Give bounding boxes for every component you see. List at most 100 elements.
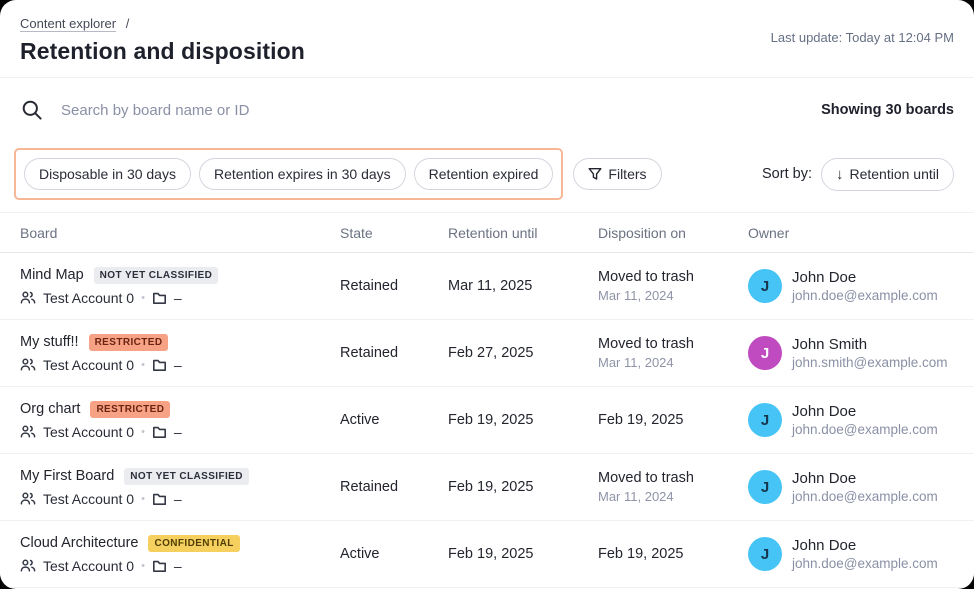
- filter-chip-retention-expired[interactable]: Retention expired: [413, 158, 554, 190]
- filter-row: Disposable in 30 days Retention expires …: [0, 142, 974, 212]
- owner-cell: J John Doe john.doe@example.com: [748, 269, 954, 303]
- breadcrumb-separator: /: [125, 16, 130, 31]
- sort-direction-down-icon: ↓: [835, 165, 844, 183]
- filter-chip-retention-expires-30-days[interactable]: Retention expires in 30 days: [198, 158, 406, 190]
- classification-badge: RESTRICTED: [90, 400, 171, 418]
- filter-chip-disposable-30-days[interactable]: Disposable in 30 days: [24, 158, 191, 190]
- project-value: –: [173, 289, 182, 306]
- owner-name: John Doe: [792, 269, 857, 286]
- team-icon: [20, 491, 36, 506]
- disposition-cell: Moved to trash Mar 11, 2024: [598, 269, 748, 303]
- disposition-cell: Feb 19, 2025: [598, 412, 748, 428]
- avatar: J: [748, 470, 782, 504]
- owner-email: john.doe@example.com: [792, 556, 938, 571]
- folder-icon: [152, 291, 167, 305]
- table-row[interactable]: Org chart RESTRICTED Test Account 0 • – …: [0, 387, 974, 454]
- sort-selector[interactable]: ↓ Retention until: [820, 157, 954, 191]
- classification-badge: CONFIDENTIAL: [148, 534, 240, 552]
- table-row[interactable]: Cloud Architecture CONFIDENTIAL Test Acc…: [0, 521, 974, 588]
- retention-until-cell: Feb 19, 2025: [448, 412, 534, 428]
- avatar: J: [748, 269, 782, 303]
- disposition-date: Mar 11, 2024: [598, 355, 674, 370]
- board-name: My stuff!!: [20, 334, 79, 350]
- team-name: Test Account 0: [43, 423, 135, 440]
- column-header-state: State: [340, 224, 373, 241]
- last-update-text: Last update: Today at 12:04 PM: [770, 30, 954, 45]
- state-cell: Active: [340, 546, 380, 562]
- results-summary: Showing 30 boards: [821, 102, 954, 118]
- retention-until-cell: Feb 27, 2025: [448, 345, 534, 361]
- owner-name: John Smith: [792, 336, 868, 353]
- disposition-status: Feb 19, 2025: [598, 546, 684, 562]
- board-cell: Cloud Architecture CONFIDENTIAL Test Acc…: [20, 534, 340, 574]
- owner-cell: J John Doe john.doe@example.com: [748, 470, 954, 504]
- retention-until-cell: Feb 19, 2025: [448, 546, 534, 562]
- avatar: J: [748, 403, 782, 437]
- board-cell: Org chart RESTRICTED Test Account 0 • –: [20, 400, 340, 440]
- retention-until-cell: Feb 19, 2025: [448, 479, 534, 495]
- disposition-date: Mar 11, 2024: [598, 288, 674, 303]
- project-value: –: [173, 557, 182, 574]
- column-header-retention-until: Retention until: [448, 224, 538, 241]
- owner-cell: J John Smith john.smith@example.com: [748, 336, 954, 370]
- folder-icon: [152, 492, 167, 506]
- team-name: Test Account 0: [43, 557, 135, 574]
- column-header-disposition-on: Disposition on: [598, 224, 686, 241]
- state-cell: Retained: [340, 278, 399, 294]
- disposition-status: Moved to trash: [598, 269, 694, 285]
- search-icon: [20, 98, 44, 122]
- board-name: Org chart: [20, 401, 81, 417]
- dot-separator: •: [141, 559, 145, 572]
- sort-value: Retention until: [849, 166, 939, 182]
- retention-until-cell: Mar 11, 2025: [448, 278, 533, 294]
- disposition-status: Moved to trash: [598, 336, 694, 352]
- classification-badge: NOT YET CLASSIFIED: [124, 467, 249, 485]
- disposition-cell: Moved to trash Mar 11, 2024: [598, 336, 748, 370]
- sort-by-label: Sort by:: [762, 166, 812, 182]
- quick-filter-group: Disposable in 30 days Retention expires …: [14, 148, 564, 200]
- owner-email: john.smith@example.com: [792, 355, 948, 370]
- board-cell: Mind Map NOT YET CLASSIFIED Test Account…: [20, 266, 340, 306]
- state-cell: Active: [340, 412, 380, 428]
- owner-cell: J John Doe john.doe@example.com: [748, 403, 954, 437]
- disposition-status: Moved to trash: [598, 470, 694, 486]
- table-body: Mind Map NOT YET CLASSIFIED Test Account…: [0, 253, 974, 588]
- dot-separator: •: [141, 291, 145, 304]
- table-row[interactable]: Mind Map NOT YET CLASSIFIED Test Account…: [0, 253, 974, 320]
- breadcrumb: Content explorer /: [20, 16, 305, 31]
- board-name: Cloud Architecture: [20, 535, 139, 551]
- owner-name: John Doe: [792, 537, 857, 554]
- disposition-cell: Feb 19, 2025: [598, 546, 748, 562]
- filters-button[interactable]: Filters: [573, 158, 662, 190]
- search-input[interactable]: [59, 100, 822, 120]
- disposition-cell: Moved to trash Mar 11, 2024: [598, 470, 748, 504]
- classification-badge: NOT YET CLASSIFIED: [93, 266, 219, 284]
- avatar: J: [748, 336, 782, 370]
- column-header-owner: Owner: [748, 224, 790, 241]
- disposition-status: Feb 19, 2025: [598, 412, 684, 428]
- owner-email: john.doe@example.com: [792, 489, 938, 504]
- state-cell: Retained: [340, 479, 399, 495]
- table-row[interactable]: My First Board NOT YET CLASSIFIED Test A…: [0, 454, 974, 521]
- folder-icon: [152, 559, 167, 573]
- folder-icon: [152, 425, 167, 439]
- state-cell: Retained: [340, 345, 399, 361]
- team-icon: [20, 357, 36, 372]
- owner-email: john.doe@example.com: [792, 288, 938, 303]
- table-row[interactable]: My stuff!! RESTRICTED Test Account 0 • –…: [0, 320, 974, 387]
- funnel-icon: [588, 167, 602, 181]
- team-icon: [20, 290, 36, 305]
- column-header-board: Board: [20, 224, 58, 241]
- board-name: My First Board: [20, 468, 115, 484]
- search-bar: Showing 30 boards: [0, 77, 974, 142]
- team-name: Test Account 0: [43, 289, 135, 306]
- dot-separator: •: [141, 425, 145, 438]
- breadcrumb-link-content-explorer[interactable]: Content explorer: [20, 16, 117, 31]
- owner-name: John Doe: [792, 403, 857, 420]
- dot-separator: •: [141, 492, 145, 505]
- filters-button-label: Filters: [608, 166, 647, 182]
- team-name: Test Account 0: [43, 490, 135, 507]
- sort-area: Sort by: ↓ Retention until: [762, 157, 954, 191]
- page-title: Retention and disposition: [20, 38, 305, 64]
